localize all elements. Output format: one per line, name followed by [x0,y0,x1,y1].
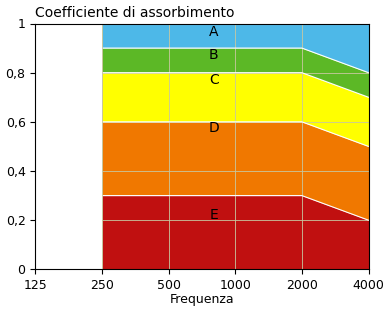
Text: B: B [209,48,218,62]
Text: E: E [209,208,218,222]
Text: D: D [208,121,219,135]
Text: A: A [209,25,218,39]
X-axis label: Frequenza: Frequenza [170,294,234,306]
Bar [35,23,102,269]
Text: C: C [209,73,219,87]
Bar [35,23,102,269]
Text: Coefficiente di assorbimento: Coefficiente di assorbimento [35,6,235,20]
